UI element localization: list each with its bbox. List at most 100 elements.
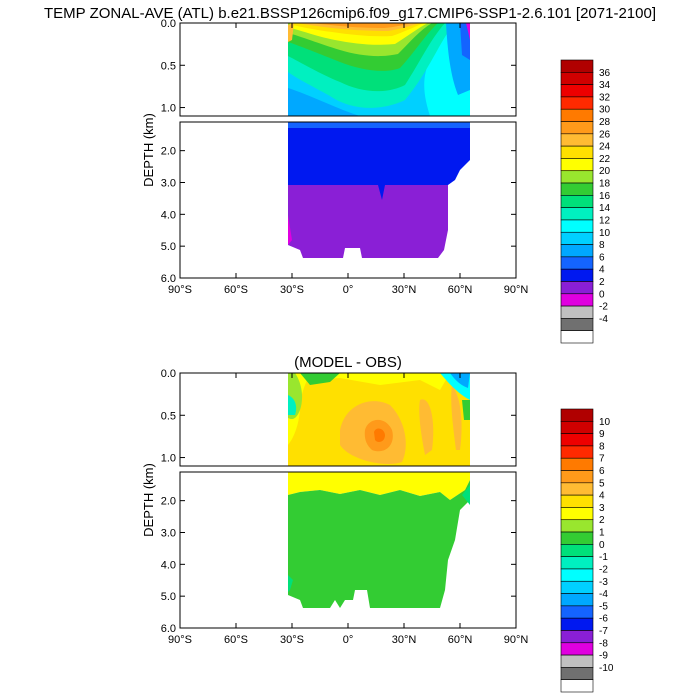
colorbar-label: 4 xyxy=(599,265,605,276)
model-axis-ticks: 90°S 60°S 30°S 0° 30°N 60°N 90°N 0.0 0.5 1.0 2.0 3.… xyxy=(161,18,529,296)
colorbar-label: 8 xyxy=(599,441,605,452)
colorbar-label: 10 xyxy=(599,228,611,239)
y-tick-label: 3.0 xyxy=(161,177,176,189)
model-y-axis-label: DEPTH (km) xyxy=(141,113,156,187)
colorbar-swatch xyxy=(560,268,594,282)
colorbar-label: 6 xyxy=(599,466,605,477)
model-upper-field xyxy=(288,23,470,116)
colorbar-label: 16 xyxy=(599,191,611,202)
colorbar-swatch xyxy=(560,667,594,680)
diff-lower-field xyxy=(288,472,470,608)
colorbar-swatch xyxy=(560,482,594,496)
colorbar-label: 0 xyxy=(599,540,605,551)
colorbar-swatch xyxy=(560,59,594,73)
colorbar-swatch xyxy=(560,305,594,319)
colorbar-swatch xyxy=(560,568,594,582)
colorbar-label: 10 xyxy=(599,417,611,428)
colorbar-label: 3 xyxy=(599,503,605,514)
y-tick-label: 2.0 xyxy=(161,496,176,508)
colorbar-label: 5 xyxy=(599,478,605,489)
colorbar-swatch xyxy=(560,244,594,258)
y-tick-label: 2.0 xyxy=(161,146,176,158)
x-tick-label: 60°N xyxy=(448,284,473,296)
colorbar-swatch xyxy=(560,207,594,221)
colorbar-label: -4 xyxy=(599,589,608,600)
colorbar-swatch xyxy=(560,593,594,607)
colorbar-label: 7 xyxy=(599,454,605,465)
colorbar-swatch xyxy=(560,145,594,159)
colorbar-label: 22 xyxy=(599,154,611,165)
colorbar-swatch xyxy=(560,158,594,172)
y-tick-label: 4.0 xyxy=(161,559,176,571)
colorbar-swatch xyxy=(560,531,594,545)
y-tick-label: 0.5 xyxy=(161,60,176,72)
colorbar-swatch xyxy=(560,654,594,668)
colorbar-swatch xyxy=(560,182,594,196)
x-tick-label: 60°S xyxy=(224,634,248,646)
diff-axis-ticks: 90°S 60°S 30°S 0° 30°N 60°N 90°N 0.0 0.5 1.0 2.0 3.… xyxy=(161,368,529,646)
y-tick-label: 6.0 xyxy=(161,623,176,635)
colorbar-swatch xyxy=(560,519,594,533)
colorbar-label: -2 xyxy=(599,302,608,313)
colorbar-swatch xyxy=(560,330,594,344)
colorbar-swatch xyxy=(560,96,594,110)
colorbar-label: 34 xyxy=(599,80,611,91)
colorbar-label: 32 xyxy=(599,92,611,103)
x-tick-label: 30°N xyxy=(392,634,417,646)
colorbar-swatch xyxy=(560,133,594,147)
colorbar-label: 28 xyxy=(599,117,611,128)
colorbar-swatch xyxy=(560,507,594,521)
colorbar-swatch xyxy=(560,580,594,594)
y-tick-label: 0.0 xyxy=(161,18,176,30)
x-tick-label: 30°N xyxy=(392,284,417,296)
diff-y-axis-label: DEPTH (km) xyxy=(141,463,156,537)
diff-upper-field xyxy=(288,373,470,466)
model-lower-field xyxy=(288,122,470,258)
colorbar-swatch xyxy=(560,544,594,557)
x-tick-label: 0° xyxy=(343,284,354,296)
colorbar-swatch xyxy=(560,556,594,570)
colorbar-label: -10 xyxy=(599,663,614,674)
colorbar-label: 4 xyxy=(599,491,605,502)
y-tick-label: 1.0 xyxy=(161,453,176,465)
colorbar-label: 36 xyxy=(599,68,611,79)
y-tick-label: 3.0 xyxy=(161,527,176,539)
x-tick-label: 30°S xyxy=(280,284,304,296)
y-tick-label: 0.0 xyxy=(161,368,176,380)
y-tick-label: 5.0 xyxy=(161,591,176,603)
model-panel: 90°S 60°S 30°S 0° 30°N 60°N 90°N 0.0 0.5 1.0 2.0 3.… xyxy=(141,18,528,296)
colorbar-label: -5 xyxy=(599,601,608,612)
x-tick-label: 90°S xyxy=(168,284,192,296)
y-tick-label: 0.5 xyxy=(161,410,176,422)
colorbar-swatch xyxy=(560,630,594,644)
x-tick-label: 90°N xyxy=(504,284,529,296)
colorbar-swatch xyxy=(560,445,594,459)
colorbar-label: 12 xyxy=(599,215,611,226)
colorbar-swatch xyxy=(560,318,594,331)
colorbar-label: -4 xyxy=(599,314,608,325)
colorbar-swatch xyxy=(560,470,594,484)
x-tick-label: 0° xyxy=(343,634,354,646)
colorbar-swatch xyxy=(560,421,594,434)
colorbar-label: -2 xyxy=(599,564,608,575)
colorbar-swatch xyxy=(560,457,594,471)
colorbar-swatch xyxy=(560,679,594,693)
y-tick-label: 4.0 xyxy=(161,209,176,221)
x-tick-label: 90°N xyxy=(504,634,529,646)
colorbar-label: -3 xyxy=(599,577,608,588)
figure-title: TEMP ZONAL-AVE (ATL) b.e21.BSSP126cmip6.… xyxy=(44,5,656,22)
colorbar-swatch xyxy=(560,195,594,208)
colorbar-swatch xyxy=(560,642,594,656)
colorbar-label: -1 xyxy=(599,552,608,563)
colorbar-swatch xyxy=(560,293,594,307)
colorbar-swatch xyxy=(560,121,594,135)
colorbar-label: 0 xyxy=(599,289,605,300)
colorbar-label: 2 xyxy=(599,515,605,526)
x-tick-label: 90°S xyxy=(168,634,192,646)
colorbar-swatch xyxy=(560,433,594,447)
colorbar-swatch xyxy=(560,219,594,233)
y-tick-label: 1.0 xyxy=(161,103,176,115)
